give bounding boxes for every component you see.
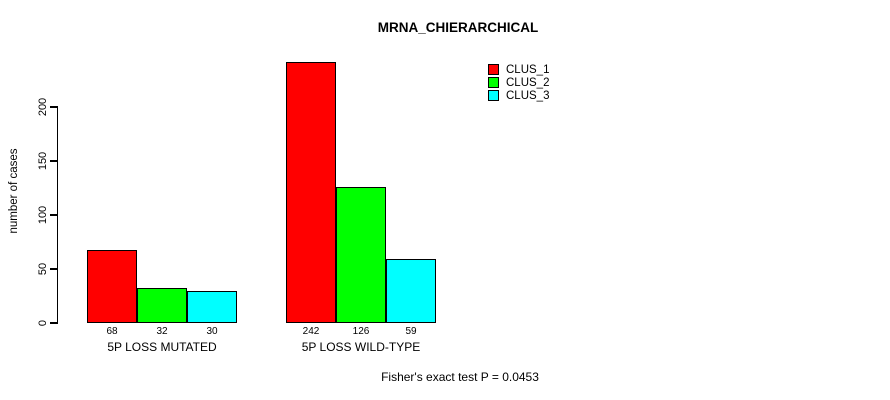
bar-clus_1-group1 bbox=[87, 250, 137, 323]
legend-label: CLUS_2 bbox=[506, 76, 550, 89]
bar-value-label: 242 bbox=[302, 326, 320, 337]
bar-value-label: 30 bbox=[206, 326, 218, 337]
category-label: 5P LOSS WILD-TYPE bbox=[301, 340, 421, 354]
bar-value-label: 32 bbox=[156, 326, 168, 337]
y-axis-tick-label: 150 bbox=[37, 151, 49, 171]
legend-label: CLUS_1 bbox=[506, 63, 550, 76]
legend: CLUS_1 CLUS_2 CLUS_3 bbox=[488, 63, 549, 102]
bar-clus_1-group2 bbox=[286, 62, 336, 323]
chart-title: MRNA_CHIERARCHICAL bbox=[377, 20, 539, 35]
bar-clus_2-group1 bbox=[137, 288, 187, 323]
legend-item-clus_1: CLUS_1 bbox=[488, 63, 549, 76]
y-axis-tick bbox=[49, 322, 57, 324]
legend-item-clus_3: CLUS_3 bbox=[488, 89, 549, 102]
legend-label: CLUS_3 bbox=[506, 89, 550, 102]
y-axis-tick-label: 200 bbox=[37, 97, 49, 117]
category-label: 5P LOSS MUTATED bbox=[107, 340, 217, 354]
bar-value-label: 126 bbox=[352, 326, 370, 337]
legend-swatch-icon bbox=[488, 64, 499, 75]
y-axis-tick bbox=[49, 268, 57, 270]
y-axis-tick bbox=[49, 214, 57, 216]
bar-value-label: 68 bbox=[106, 326, 118, 337]
y-axis-tick-label: 0 bbox=[37, 319, 49, 327]
legend-swatch-icon bbox=[488, 90, 499, 101]
y-axis-tick-label: 50 bbox=[37, 262, 49, 276]
y-axis-tick-label: 100 bbox=[37, 205, 49, 225]
y-axis-tick bbox=[49, 160, 57, 162]
bar-clus_2-group2 bbox=[336, 187, 386, 323]
bar-clus_3-group2 bbox=[386, 259, 436, 323]
legend-item-clus_2: CLUS_2 bbox=[488, 76, 549, 89]
bar-value-label: 59 bbox=[405, 326, 417, 337]
legend-swatch-icon bbox=[488, 77, 499, 88]
y-axis-line bbox=[56, 106, 58, 324]
annotation-text: Fisher's exact test P = 0.0453 bbox=[381, 370, 539, 384]
y-axis-label: number of cases bbox=[8, 148, 20, 234]
bar-clus_3-group1 bbox=[187, 291, 237, 323]
y-axis-tick bbox=[49, 106, 57, 108]
